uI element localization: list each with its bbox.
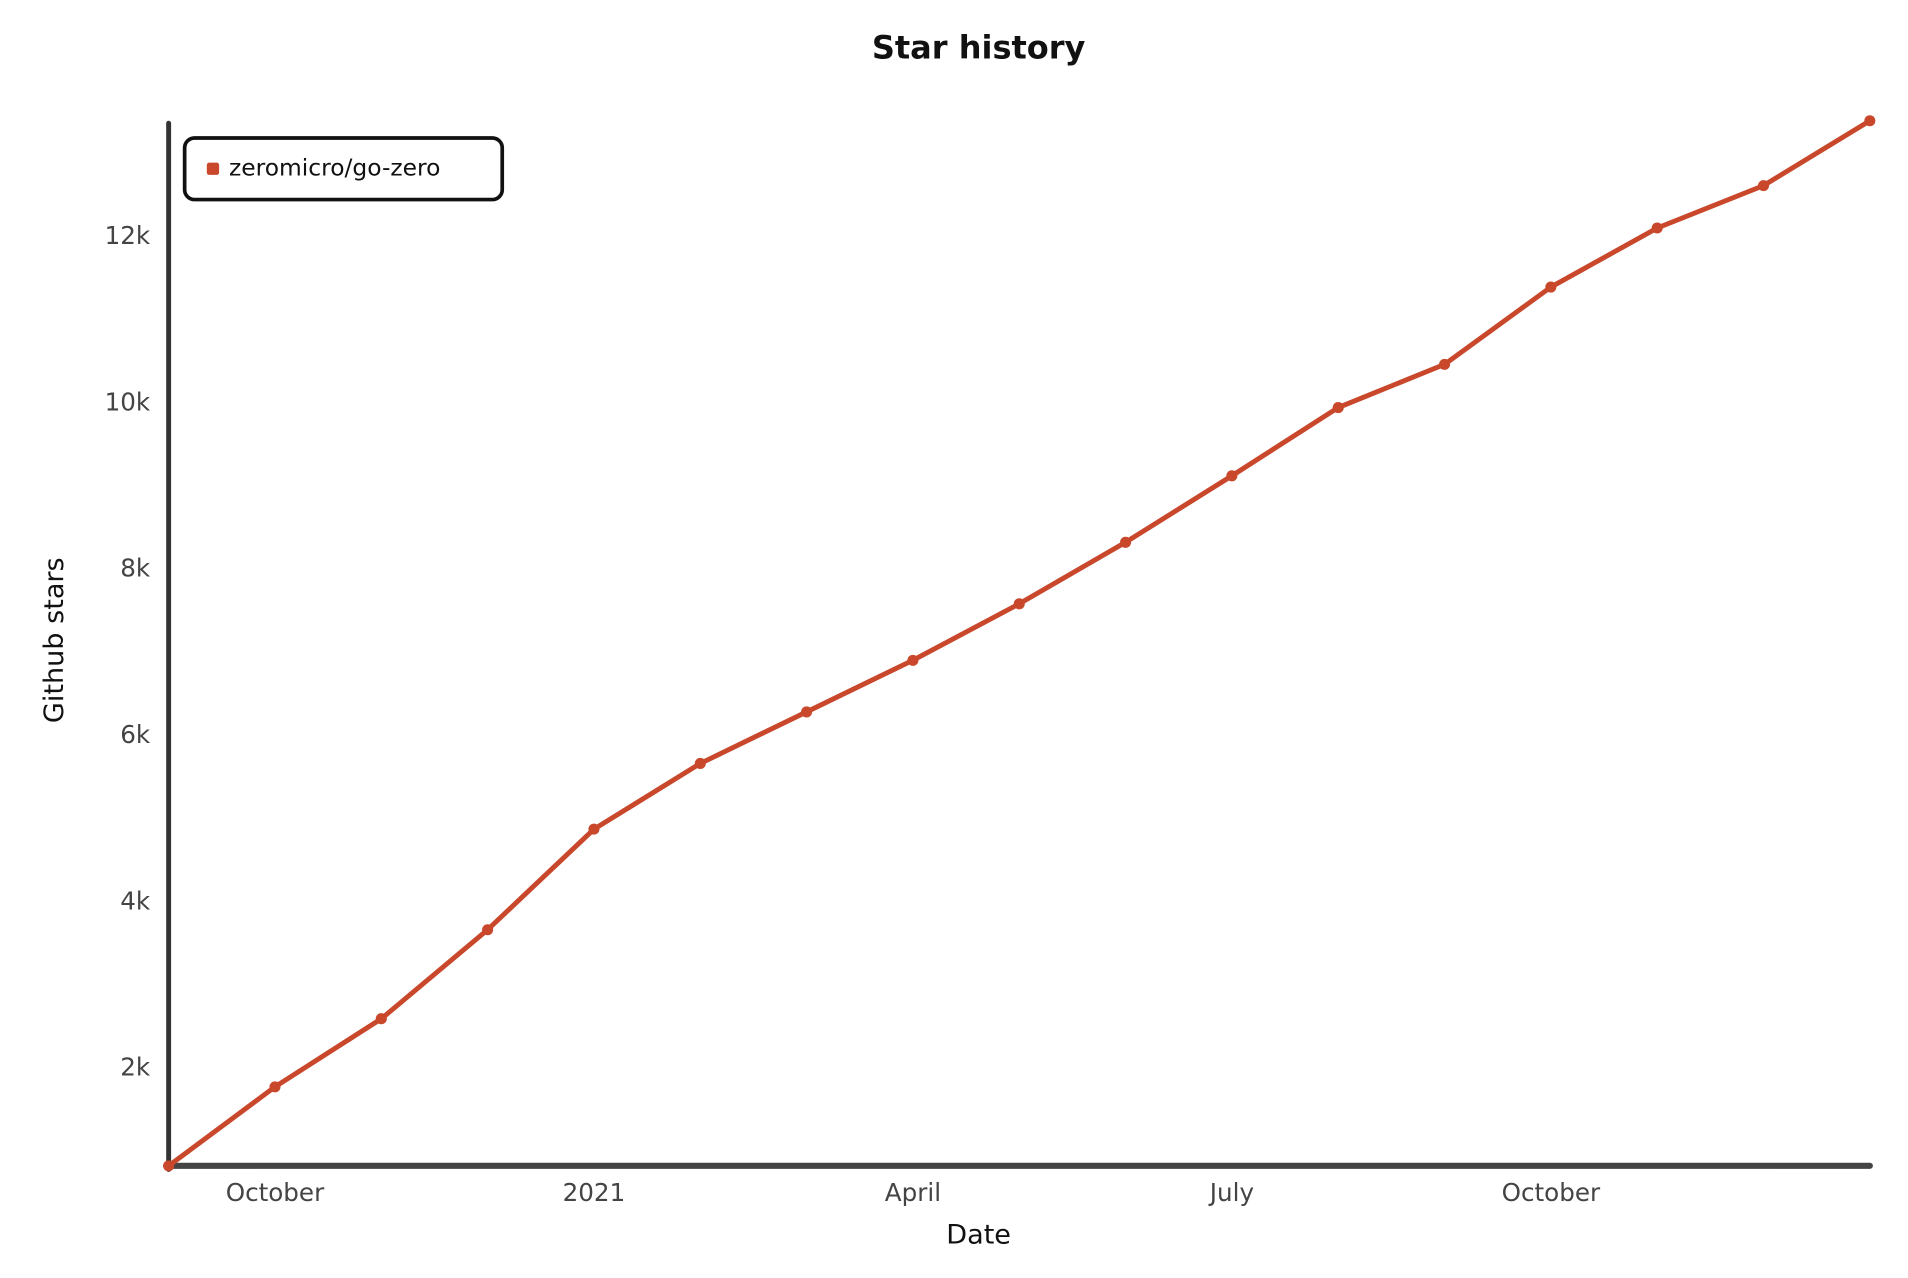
- y-axis-label: Github stars: [39, 557, 70, 723]
- data-point: [163, 1160, 175, 1172]
- data-point: [1332, 402, 1344, 414]
- y-tick-label: 2k: [120, 1053, 151, 1082]
- data-point: [1013, 598, 1025, 610]
- data-point: [1545, 281, 1557, 293]
- x-tick-label: July: [1208, 1178, 1254, 1207]
- data-point: [801, 706, 813, 718]
- x-tick-label: April: [885, 1178, 941, 1207]
- data-point: [375, 1013, 387, 1025]
- y-tick-label: 4k: [120, 886, 151, 915]
- chart-title: Star history: [872, 28, 1086, 66]
- y-tick-label: 12k: [105, 221, 151, 250]
- data-point: [907, 654, 919, 666]
- data-point: [1757, 180, 1770, 192]
- legend-swatch: [206, 162, 220, 175]
- x-axis-label: Date: [946, 1220, 1011, 1251]
- data-point: [1120, 536, 1132, 548]
- x-tick-label: October: [1502, 1178, 1601, 1207]
- y-tick-label: 6k: [120, 720, 151, 749]
- x-tick-label: 2021: [563, 1178, 626, 1207]
- data-point: [1226, 470, 1238, 482]
- data-point: [694, 757, 706, 769]
- series-line: [166, 118, 1873, 1169]
- x-tick-label: October: [226, 1178, 325, 1207]
- legend-label: zeromicro/go-zero: [229, 153, 441, 181]
- data-point: [1864, 115, 1876, 127]
- data-point: [482, 924, 494, 936]
- data-point: [269, 1081, 281, 1093]
- data-point: [1651, 222, 1663, 234]
- data-point: [588, 823, 600, 835]
- data-point: [1439, 358, 1451, 370]
- y-tick-label: 8k: [120, 554, 151, 583]
- y-tick-label: 10k: [105, 387, 151, 416]
- legend-box: [182, 136, 505, 202]
